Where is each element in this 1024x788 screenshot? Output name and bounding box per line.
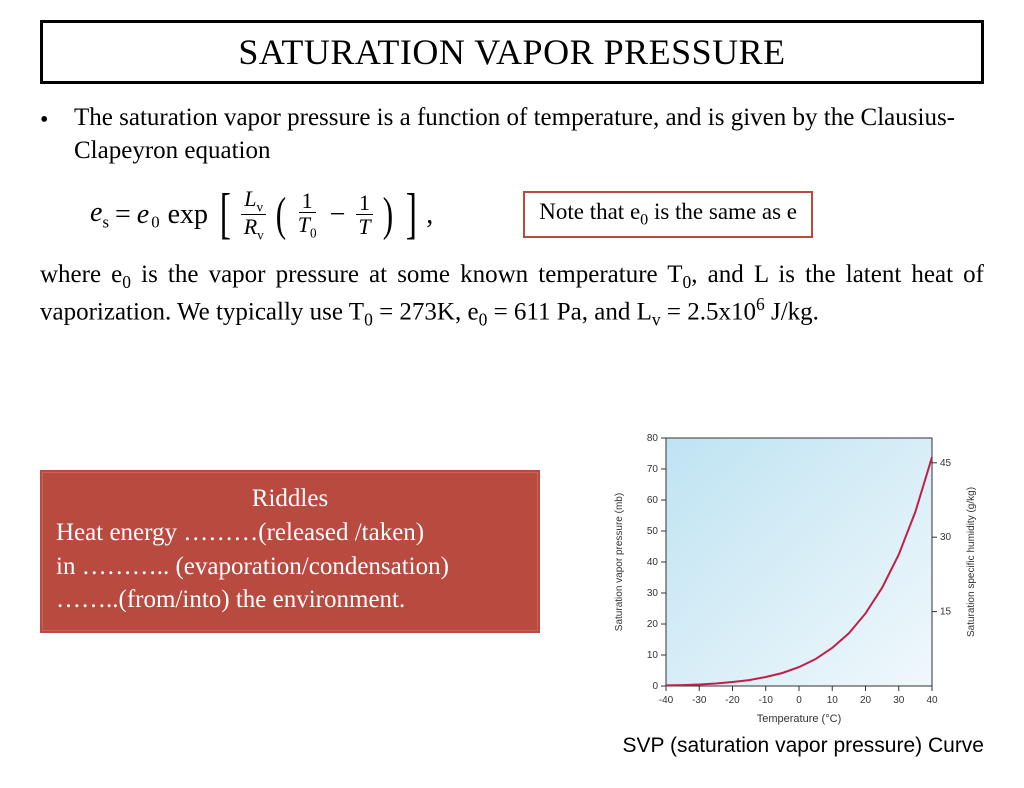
svg-text:60: 60 [647, 495, 659, 506]
riddles-title: Riddles [56, 482, 524, 516]
clausius-clapeyron-equation: es = e0 exp [ LvRv ( 1T0 − 1T ) ] , [90, 187, 433, 243]
page-title: SATURATION VAPOR PRESSURE [40, 20, 984, 84]
svg-text:0: 0 [796, 695, 802, 706]
svg-text:-10: -10 [759, 695, 774, 706]
svg-text:70: 70 [647, 464, 659, 475]
bullet-marker: • [40, 102, 74, 167]
svg-text:30: 30 [940, 532, 952, 543]
svg-text:40: 40 [926, 695, 938, 706]
svp-chart: -40 -30 -20 -10 0 10 20 30 40 0 10 20 30 40 50 60 70 80 15… [604, 428, 984, 758]
intro-text: The saturation vapor pressure is a funct… [74, 102, 984, 167]
definition-paragraph: where e0 is the vapor pressure at some k… [40, 259, 984, 332]
svg-text:-30: -30 [692, 695, 707, 706]
svg-text:20: 20 [647, 619, 659, 630]
equation-row: es = e0 exp [ LvRv ( 1T0 − 1T ) ] , Note… [90, 187, 984, 243]
svg-text:30: 30 [647, 588, 659, 599]
riddles-line-1: Heat energy ………(released /taken) [56, 516, 524, 550]
svg-text:45: 45 [940, 458, 952, 469]
svg-text:10: 10 [647, 650, 659, 661]
riddles-line-2: in ……….. (evaporation/condensation) [56, 550, 524, 584]
svg-text:-20: -20 [725, 695, 740, 706]
svg-text:-40: -40 [659, 695, 674, 706]
svg-text:0: 0 [652, 681, 658, 692]
svg-text:30: 30 [893, 695, 905, 706]
svg-text:50: 50 [647, 526, 659, 537]
intro-paragraph: • The saturation vapor pressure is a fun… [40, 102, 984, 167]
note-box: Note that e0 is the same as e [523, 191, 813, 238]
svg-text:20: 20 [860, 695, 872, 706]
svg-text:15: 15 [940, 607, 952, 618]
svg-text:Saturation specific humidity (: Saturation specific humidity (g/kg) [966, 487, 977, 637]
svg-text:Temperature (°C): Temperature (°C) [757, 713, 841, 725]
svg-text:10: 10 [827, 695, 839, 706]
riddles-line-3: ……..(from/into) the environment. [56, 583, 524, 617]
chart-caption: SVP (saturation vapor pressure) Curve [604, 734, 984, 758]
svg-text:40: 40 [647, 557, 659, 568]
riddles-box: Riddles Heat energy ………(released /taken)… [40, 470, 540, 633]
svg-text:Saturation vapor pressure (mb): Saturation vapor pressure (mb) [614, 493, 625, 631]
svg-text:80: 80 [647, 433, 659, 444]
